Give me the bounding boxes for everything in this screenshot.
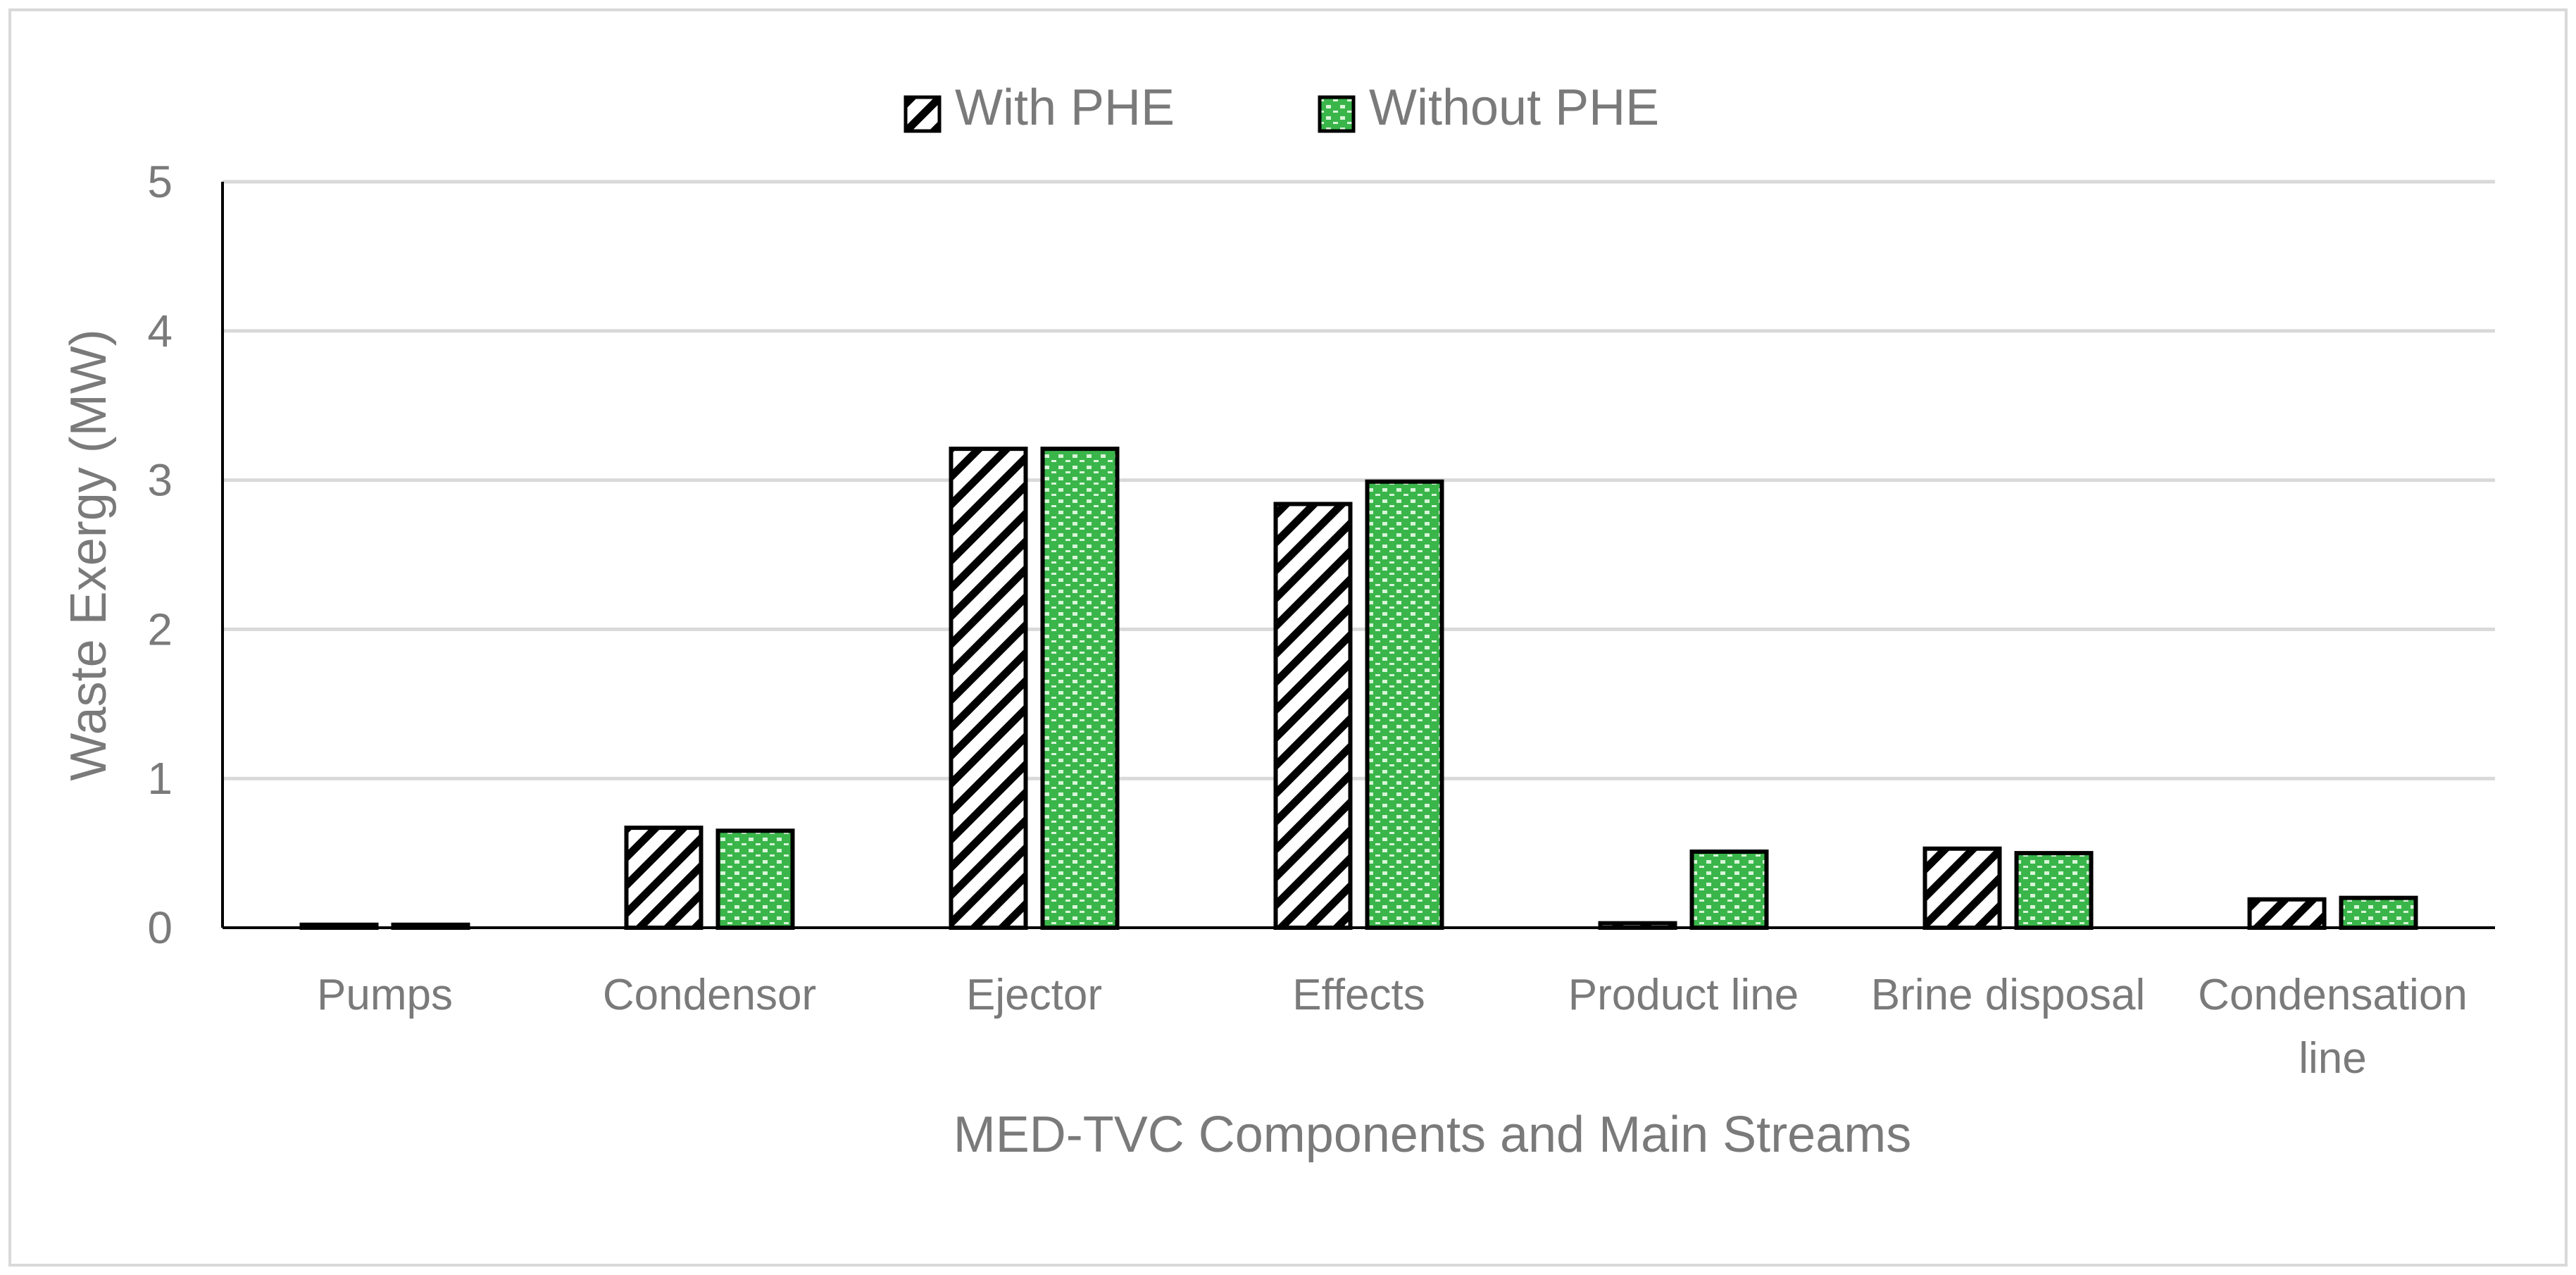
y-tick-label: 0 bbox=[147, 902, 173, 953]
y-tick-label: 1 bbox=[147, 753, 173, 804]
y-tick-label: 3 bbox=[147, 455, 173, 506]
y-tick-label: 5 bbox=[147, 156, 173, 207]
legend-swatch-without-phe bbox=[1318, 95, 1356, 133]
legend: With PHE Without PHE bbox=[904, 80, 1659, 136]
bar-without-phe[interactable] bbox=[1040, 447, 1120, 930]
x-category-label: Pumps bbox=[317, 971, 453, 1019]
x-category-label: Condensation bbox=[2198, 971, 2468, 1019]
bar-with-phe[interactable] bbox=[1922, 846, 2002, 930]
x-category-label: Condensor bbox=[603, 971, 816, 1019]
bar-without-phe[interactable] bbox=[2014, 851, 2094, 930]
bar-with-phe[interactable] bbox=[2247, 897, 2327, 931]
y-axis-title: Waste Exergy (MW) bbox=[61, 329, 117, 780]
legend-swatch-with-phe bbox=[904, 95, 942, 133]
y-tick-label: 2 bbox=[147, 604, 173, 654]
bars bbox=[299, 447, 2418, 931]
legend-item-with-phe[interactable]: With PHE bbox=[904, 80, 1175, 136]
bar-without-phe[interactable] bbox=[2339, 895, 2418, 931]
y-tick-label: 4 bbox=[147, 306, 173, 356]
x-category-labels: Pumps Condensor Ejector Effects Product line… bbox=[317, 971, 2468, 1083]
x-category-label: Brine disposal bbox=[1871, 971, 2145, 1019]
x-category-label: Ejector bbox=[966, 971, 1102, 1019]
x-category-label: Product line bbox=[1568, 971, 1799, 1019]
y-tick-labels: 0 1 2 3 4 5 bbox=[147, 156, 173, 953]
bar-with-phe[interactable] bbox=[1273, 502, 1353, 930]
x-axis-title: MED-TVC Components and Main Streams bbox=[954, 1107, 1911, 1163]
bar-without-phe[interactable] bbox=[1365, 479, 1444, 930]
x-category-label: line bbox=[2299, 1034, 2367, 1083]
legend-item-without-phe[interactable]: Without PHE bbox=[1318, 80, 1659, 136]
axes bbox=[221, 182, 2495, 929]
legend-label-without-phe: Without PHE bbox=[1369, 80, 1659, 136]
bar-without-phe[interactable] bbox=[1689, 849, 1769, 931]
bar-with-phe[interactable] bbox=[949, 447, 1028, 930]
legend-label-with-phe: With PHE bbox=[955, 80, 1175, 136]
bar-without-phe[interactable] bbox=[715, 828, 795, 930]
x-category-label: Effects bbox=[1292, 971, 1425, 1019]
bar-with-phe[interactable] bbox=[624, 826, 704, 930]
gridlines bbox=[223, 180, 2495, 780]
